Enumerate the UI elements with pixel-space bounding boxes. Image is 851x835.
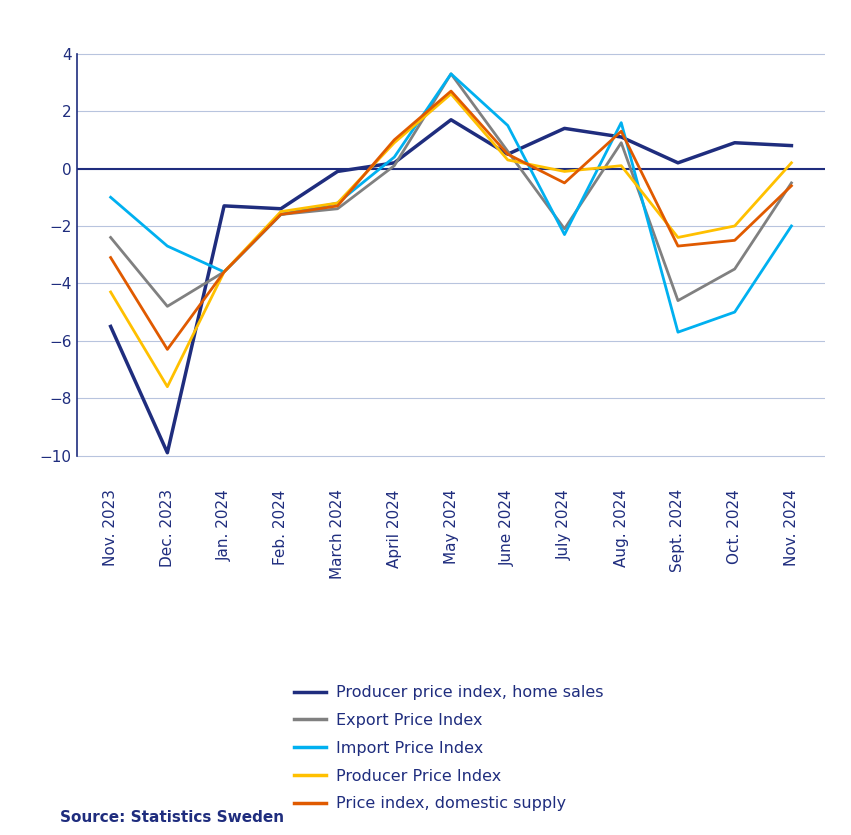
- Producer Price Index: [276, 206, 286, 216]
- Price index, domestic supply: [673, 241, 683, 251]
- Producer price index, home sales: [219, 201, 229, 211]
- Legend: Producer price index, home sales, Export Price Index, Import Price Index, Produc: Producer price index, home sales, Export…: [294, 686, 603, 812]
- Import Price Index: [559, 230, 569, 240]
- Line: Import Price Index: Import Price Index: [111, 73, 791, 332]
- Producer price index, home sales: [673, 158, 683, 168]
- Line: Producer price index, home sales: Producer price index, home sales: [111, 119, 791, 453]
- Import Price Index: [673, 327, 683, 337]
- Price index, domestic supply: [163, 344, 173, 354]
- Price index, domestic supply: [503, 149, 513, 159]
- Line: Producer Price Index: Producer Price Index: [111, 94, 791, 387]
- Import Price Index: [333, 198, 343, 208]
- Export Price Index: [333, 204, 343, 214]
- Producer price index, home sales: [163, 448, 173, 458]
- Producer Price Index: [729, 221, 740, 231]
- Import Price Index: [106, 192, 116, 202]
- Producer Price Index: [446, 89, 456, 99]
- Price index, domestic supply: [389, 135, 399, 145]
- Import Price Index: [389, 152, 399, 162]
- Import Price Index: [276, 210, 286, 220]
- Price index, domestic supply: [333, 201, 343, 211]
- Import Price Index: [729, 307, 740, 317]
- Producer Price Index: [219, 267, 229, 277]
- Export Price Index: [219, 267, 229, 277]
- Export Price Index: [389, 160, 399, 170]
- Producer price index, home sales: [446, 114, 456, 124]
- Export Price Index: [446, 68, 456, 78]
- Export Price Index: [106, 232, 116, 242]
- Import Price Index: [616, 118, 626, 128]
- Producer Price Index: [106, 287, 116, 297]
- Price index, domestic supply: [559, 178, 569, 188]
- Producer price index, home sales: [276, 204, 286, 214]
- Producer Price Index: [616, 160, 626, 170]
- Export Price Index: [729, 264, 740, 274]
- Import Price Index: [503, 120, 513, 130]
- Producer price index, home sales: [729, 138, 740, 148]
- Import Price Index: [446, 68, 456, 78]
- Price index, domestic supply: [106, 252, 116, 262]
- Text: Source: Statistics Sweden: Source: Statistics Sweden: [60, 810, 283, 825]
- Export Price Index: [559, 224, 569, 234]
- Export Price Index: [276, 210, 286, 220]
- Producer price index, home sales: [333, 166, 343, 176]
- Import Price Index: [219, 267, 229, 277]
- Producer price index, home sales: [503, 149, 513, 159]
- Import Price Index: [786, 221, 797, 231]
- Producer price index, home sales: [559, 124, 569, 134]
- Producer price index, home sales: [389, 158, 399, 168]
- Producer Price Index: [503, 155, 513, 165]
- Export Price Index: [163, 301, 173, 311]
- Price index, domestic supply: [276, 210, 286, 220]
- Producer Price Index: [163, 382, 173, 392]
- Producer Price Index: [389, 138, 399, 148]
- Producer price index, home sales: [786, 140, 797, 150]
- Line: Export Price Index: Export Price Index: [111, 73, 791, 306]
- Export Price Index: [673, 296, 683, 306]
- Price index, domestic supply: [616, 126, 626, 136]
- Price index, domestic supply: [729, 235, 740, 245]
- Producer Price Index: [673, 232, 683, 242]
- Producer Price Index: [559, 166, 569, 176]
- Producer price index, home sales: [616, 132, 626, 142]
- Import Price Index: [163, 241, 173, 251]
- Producer price index, home sales: [106, 321, 116, 331]
- Price index, domestic supply: [786, 181, 797, 191]
- Export Price Index: [616, 138, 626, 148]
- Line: Price index, domestic supply: Price index, domestic supply: [111, 91, 791, 349]
- Producer Price Index: [333, 198, 343, 208]
- Export Price Index: [786, 178, 797, 188]
- Price index, domestic supply: [219, 267, 229, 277]
- Producer Price Index: [786, 158, 797, 168]
- Export Price Index: [503, 146, 513, 156]
- Price index, domestic supply: [446, 86, 456, 96]
